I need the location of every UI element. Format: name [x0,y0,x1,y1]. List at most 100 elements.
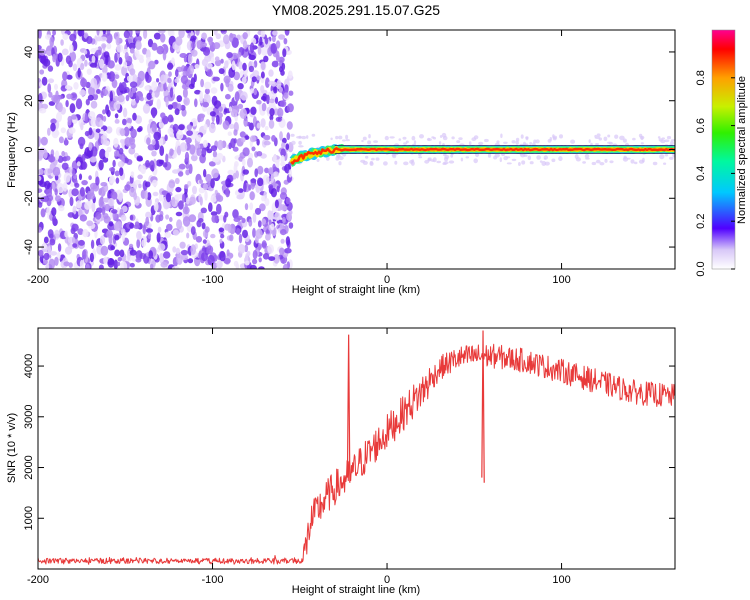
signal-halo [431,136,435,139]
noise-blob [213,30,218,36]
noise-blob [171,266,180,269]
signal-halo [596,133,601,137]
signal-halo [369,160,374,165]
noise-blob [252,258,258,265]
noise-blob [218,106,223,112]
noise-blob [264,167,270,174]
noise-blob [271,81,277,87]
colorbar-gradient [711,29,736,270]
noise-blob [66,74,73,80]
noise-blob [167,104,173,110]
noise-blob [95,49,102,56]
noise-blob [280,238,285,244]
noise-blob [130,142,136,150]
noise-blob [101,206,106,216]
noise-blob [153,32,161,40]
noise-blob [158,137,164,147]
signal-halo [413,140,417,145]
noise-blob [65,155,71,161]
noise-blob [258,102,262,113]
noise-blob [260,61,266,71]
noise-blob [258,266,265,269]
noise-blob [39,181,47,188]
noise-blob [274,199,279,209]
y-tick-label: -40 [23,239,35,255]
signal-halo [375,157,380,161]
signal-line [290,147,675,165]
noise-blob [47,78,55,84]
noise-blob [115,221,123,232]
noise-blob [88,141,93,151]
noise-blob [151,123,157,133]
noise-blob [145,160,150,168]
noise-blob [48,101,56,106]
noise-blob [213,42,221,50]
noise-blob [61,48,69,56]
noise-blob [160,261,168,268]
signal-halo [460,157,464,162]
signal-halo [427,157,432,161]
noise-blob [174,177,180,185]
noise-blob [241,217,246,224]
noise-blob [215,192,221,202]
noise-blob [80,122,84,131]
noise-blob [148,60,156,70]
y-tick-label: 4000 [23,354,35,378]
noise-blob [49,36,54,48]
signal-halo [362,136,367,141]
noise-blob [81,249,87,260]
signal-halo [367,140,372,145]
noise-blob [105,33,113,44]
signal-halo [594,134,597,138]
noise-blob [163,81,167,92]
noise-blob [274,212,281,221]
noise-blob [249,88,255,94]
noise-blob [142,224,146,235]
noise-blob [72,63,78,72]
signal-halo [306,135,309,139]
noise-blob [183,97,190,106]
noise-blob [249,202,254,211]
noise-blob [129,243,134,249]
signal-halo [670,139,675,142]
snr-spike [346,334,351,483]
noise-blob [268,256,276,261]
noise-blob [38,44,42,51]
noise-blob [264,198,270,206]
noise-blob [63,172,71,183]
noise-blob [114,74,120,80]
noise-blob [49,238,56,246]
noise-blob [99,58,105,69]
noise-blob [244,244,249,253]
noise-blob [199,90,204,102]
noise-blob [214,56,220,62]
noise-blob [145,216,150,227]
noise-blob [145,228,153,234]
noise-blob [171,196,176,206]
noise-blob [240,137,246,143]
noise-blob [66,93,73,100]
noise-blob [257,177,264,187]
noise-blob [252,227,256,238]
noise-blob [187,53,193,65]
noise-blob [127,35,135,44]
signal-halo [441,132,447,138]
noise-blob [211,168,219,179]
noise-blob [208,123,216,134]
signal-halo [599,162,605,166]
x-tick-label: 100 [552,574,570,586]
signal-halo [575,157,582,162]
noise-blob [90,239,95,249]
noise-blob [288,90,294,96]
noise-blob [101,72,108,82]
signal-halo [316,158,320,162]
noise-blob [153,201,159,212]
noise-blob [228,123,235,129]
noise-blob [100,90,104,98]
noise-blob [80,62,85,71]
signal-halo [384,135,389,141]
noise-blob [204,226,210,233]
noise-blob [279,247,285,255]
